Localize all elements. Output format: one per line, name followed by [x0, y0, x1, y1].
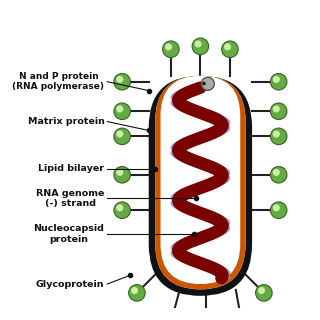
Text: Matrix protein: Matrix protein: [28, 117, 104, 126]
Circle shape: [116, 204, 123, 212]
Circle shape: [116, 169, 123, 176]
Circle shape: [195, 40, 202, 47]
FancyBboxPatch shape: [155, 76, 245, 289]
Circle shape: [114, 166, 130, 183]
Circle shape: [273, 204, 280, 212]
Circle shape: [273, 131, 280, 138]
Text: RNA genome
(-) strand: RNA genome (-) strand: [36, 189, 104, 208]
Circle shape: [114, 74, 130, 90]
Circle shape: [234, 314, 250, 320]
FancyBboxPatch shape: [149, 76, 252, 296]
Circle shape: [192, 38, 209, 55]
Circle shape: [163, 314, 179, 320]
Circle shape: [131, 287, 138, 294]
Circle shape: [202, 82, 206, 85]
Circle shape: [116, 76, 123, 83]
Circle shape: [116, 131, 123, 138]
Text: Nucleocapsid
protein: Nucleocapsid protein: [34, 224, 104, 244]
Circle shape: [273, 105, 280, 112]
Circle shape: [165, 43, 172, 51]
Circle shape: [114, 103, 130, 120]
Circle shape: [258, 287, 265, 294]
Text: Lipid bilayer: Lipid bilayer: [38, 164, 104, 173]
Circle shape: [270, 74, 287, 90]
Text: N and P protein
(RNA polymerase): N and P protein (RNA polymerase): [12, 72, 104, 92]
Text: Glycoprotein: Glycoprotein: [36, 280, 104, 289]
Circle shape: [200, 319, 207, 320]
Circle shape: [273, 76, 280, 83]
FancyBboxPatch shape: [155, 76, 245, 289]
Circle shape: [270, 128, 287, 145]
Circle shape: [165, 316, 172, 320]
Circle shape: [114, 202, 130, 219]
Circle shape: [198, 317, 215, 320]
Circle shape: [201, 77, 214, 90]
Circle shape: [222, 41, 238, 58]
Circle shape: [256, 284, 272, 301]
Circle shape: [236, 316, 243, 320]
Circle shape: [114, 128, 130, 145]
Circle shape: [270, 202, 287, 219]
Circle shape: [270, 166, 287, 183]
FancyBboxPatch shape: [161, 76, 240, 284]
Circle shape: [129, 284, 145, 301]
Circle shape: [116, 105, 123, 112]
Circle shape: [163, 41, 179, 58]
Circle shape: [224, 43, 231, 51]
Circle shape: [273, 169, 280, 176]
Circle shape: [270, 103, 287, 120]
